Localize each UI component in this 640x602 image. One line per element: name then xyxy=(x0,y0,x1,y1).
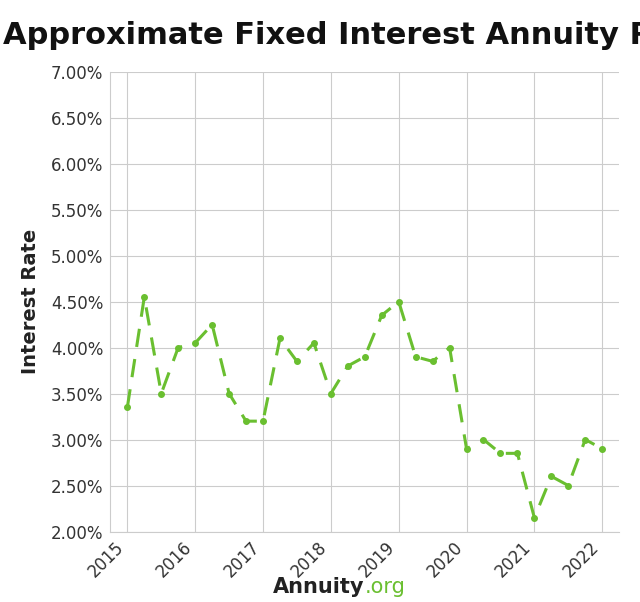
Y-axis label: Interest Rate: Interest Rate xyxy=(21,229,40,374)
Text: .org: .org xyxy=(365,577,406,597)
Text: Annuity: Annuity xyxy=(273,577,365,597)
Title: Approximate Fixed Interest Annuity Rates: Approximate Fixed Interest Annuity Rates xyxy=(3,21,640,50)
